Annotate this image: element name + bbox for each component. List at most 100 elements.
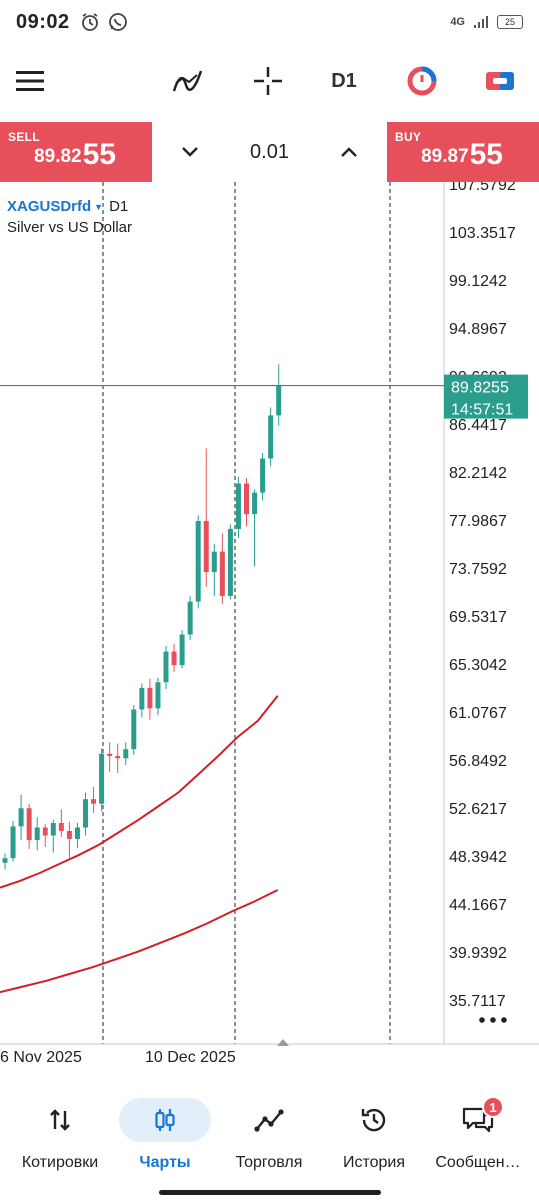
price-tick-label: 94.8967 [449,321,507,338]
chart-area[interactable]: 107.5792103.351799.124294.896790.669286.… [0,182,539,1082]
buy-price-main: 89.87 [421,146,469,167]
trade-icon [486,72,514,90]
candle-body [276,385,282,416]
price-chart[interactable]: 107.5792103.351799.124294.896790.669286.… [0,182,539,1082]
candle-body [50,823,56,836]
candle-body [66,830,72,839]
nav-quotes[interactable]: Котировки [6,1098,114,1178]
price-tick-label: 69.5317 [449,609,507,626]
sell-price-big: 55 [82,138,116,171]
symbol-dropdown-icon[interactable]: ▼ [94,201,104,212]
candle-body [10,826,16,859]
price-tick-label: 82.2142 [449,465,507,482]
timeframe-label: D1 [331,69,357,92]
candle-body [74,827,80,839]
candle-body [91,799,97,804]
nav-charts-label: Чарты [139,1154,191,1171]
price-tick-label: 103.3517 [449,225,516,242]
candle-body [2,858,8,863]
volume-value[interactable]: 0.01 [250,140,289,163]
price-tick-label: 107.5792 [449,182,516,194]
candle-countdown-label: 14:57:51 [451,402,513,419]
volume-decrease-icon[interactable] [180,145,200,159]
candle-body [252,492,258,515]
candle-body [18,808,24,827]
more-dot [501,1017,507,1023]
menu-button[interactable] [12,50,48,112]
more-dot [479,1017,485,1023]
current-price-tag [444,374,528,419]
trend-line-icon [254,1109,284,1132]
status-time: 09:02 [16,10,70,33]
nav-history[interactable]: История [320,1098,428,1178]
whatsapp-icon [108,13,127,31]
network-indicator: 4G [450,16,465,28]
price-tick-label: 52.6217 [449,801,507,818]
price-tick-label: 56.8492 [449,753,507,770]
symbol-name[interactable]: XAGUSDrfd [7,198,92,215]
price-tick-label: 86.4417 [449,417,507,434]
candle-body [42,827,48,836]
indicators-button[interactable] [166,50,210,112]
indicators-icon [172,70,203,92]
current-price-label: 89.8255 [451,380,509,397]
candle-body [260,458,266,493]
crosshair-button[interactable] [248,50,288,112]
nav-trade[interactable]: Торговля [215,1098,323,1178]
time-tick-label: 10 Dec 2025 [145,1049,236,1066]
timeframe-button[interactable]: D1 [322,50,366,112]
signal-icon [474,16,488,28]
candle-body [123,749,129,759]
more-options-icon[interactable] [479,1017,507,1023]
candle-body [163,651,169,683]
volume-increase-icon[interactable] [339,145,359,159]
nav-trade-label: Торговля [235,1154,303,1171]
candle-body [107,753,113,757]
candle-body [131,709,137,750]
history-icon [361,1108,386,1132]
price-tick-label: 61.0767 [449,705,507,722]
symbol-header[interactable]: XAGUSDrfd ▼ D1 [7,198,128,215]
candle-body [203,520,209,573]
home-indicator [159,1190,381,1195]
candles-icon [155,1109,175,1131]
candle-body [26,808,32,841]
price-tick-label: 44.1667 [449,897,507,914]
candle-body [155,682,161,709]
price-tick-label: 73.7592 [449,561,507,578]
one-click-trading-button[interactable] [402,50,442,112]
price-tick-label: 39.9392 [449,945,507,962]
battery-indicator: 25 [497,15,523,29]
candle-body [139,687,145,710]
candle-body [219,551,225,596]
candle-body [171,651,177,666]
one-click-icon [407,66,437,96]
sell-button[interactable]: SELL 89.82 55 [0,122,152,182]
candle-body [83,799,88,828]
time-tick-label: 6 Nov 2025 [0,1049,82,1066]
buy-label: BUY [395,130,422,144]
moving-average-slow [0,889,279,994]
trade-button[interactable] [480,50,520,112]
sell-price-main: 89.82 [34,146,82,167]
candle-body [58,823,64,831]
candle-body [211,551,217,573]
buy-button[interactable]: BUY 89.87 55 [387,122,539,182]
moving-average-fast [0,695,279,889]
status-bar: 09:02 4G 25 [0,0,539,44]
messages-badge: 1 [482,1096,504,1118]
candle-body [147,687,153,709]
last-bar-marker [277,1039,289,1046]
arrows-updown-icon [50,1109,70,1131]
price-tick-label: 48.3942 [449,849,507,866]
crosshair-icon [254,67,282,95]
candle-body [99,753,105,804]
nav-charts[interactable]: Чарты [111,1098,219,1178]
nav-messages[interactable]: 1 Сообщен… [424,1096,532,1178]
bottom-navigation: Котировки Чарты Торговля История 1 Сообщ… [0,1090,539,1200]
symbol-timeframe: D1 [109,198,129,215]
candle-body [195,520,201,602]
candle-body [187,601,193,635]
nav-messages-label: Сообщен… [435,1154,521,1171]
chart-toolbar: D1 [0,50,539,112]
